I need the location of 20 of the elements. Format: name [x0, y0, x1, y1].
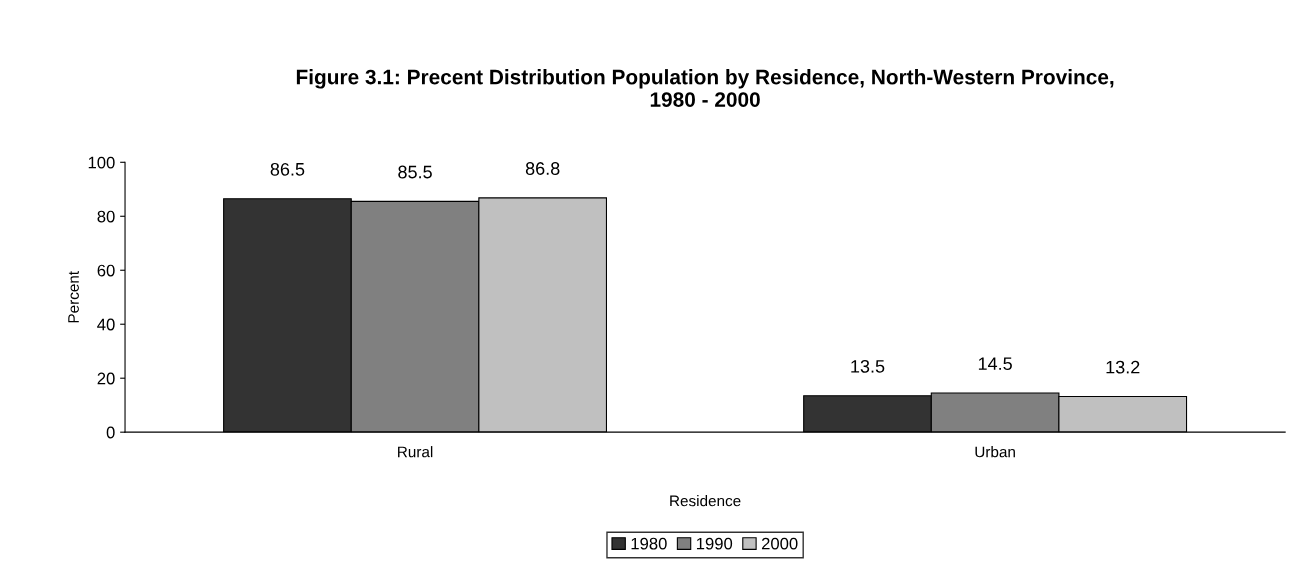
x-axis-title: Residence	[670, 495, 741, 507]
y-tick-label: 0	[106, 426, 115, 439]
y-tick-label: 60	[97, 264, 115, 277]
legend-label: 1980	[631, 537, 667, 550]
legend-label: 2000	[761, 537, 798, 550]
legend-label: 1990	[696, 537, 733, 550]
y-tick-label: 100	[88, 156, 115, 169]
data-label: 86.8	[525, 162, 560, 175]
data-label: 13.2	[1106, 360, 1140, 374]
data-label: 14.5	[978, 357, 1012, 371]
x-tick-label: Urban	[975, 446, 1015, 458]
chart-title: Figure 3.1: Precent Distribution Population by Residence, North-Western Province, 1980 - 2000	[296, 69, 1114, 107]
y-tick-label: 40	[97, 318, 115, 331]
x-tick-label: Rural	[398, 446, 433, 458]
y-tick-label: 80	[97, 210, 115, 223]
y-tick-label: 20	[97, 372, 115, 385]
data-label: 85.5	[398, 165, 432, 179]
data-label: 13.5	[851, 359, 885, 373]
data-label: 86.5	[270, 162, 305, 176]
y-axis-title: Percent	[68, 271, 79, 323]
